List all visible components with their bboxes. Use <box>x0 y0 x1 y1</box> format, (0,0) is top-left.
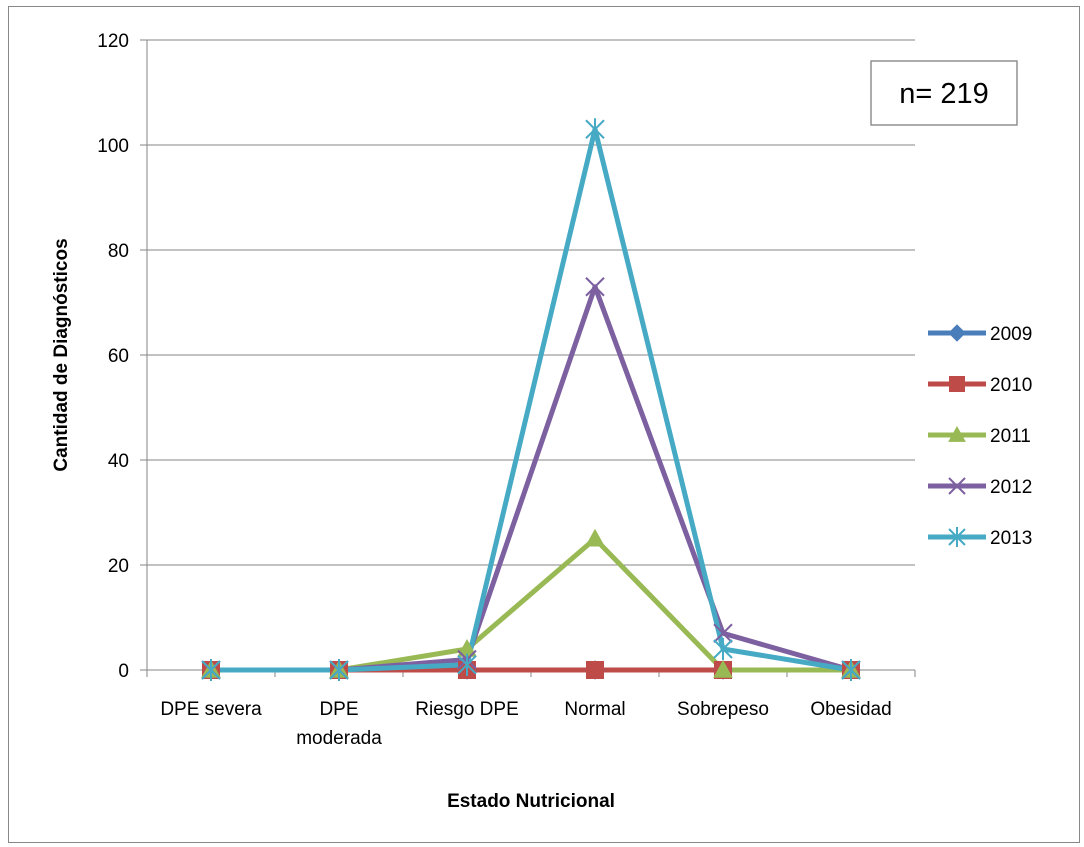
data-point-marker <box>457 653 477 676</box>
x-tick-label: Riesgo DPE <box>415 699 519 720</box>
data-point-marker <box>948 477 966 495</box>
y-tick-labels: 0 20 40 60 80 100 120 <box>97 31 147 682</box>
sample-size-box-border <box>870 60 1018 126</box>
data-point-marker <box>948 425 966 442</box>
legend: 2009 2010 2011 2012 2013 <box>928 324 1032 549</box>
y-tick-label: 100 <box>97 136 129 157</box>
y-tick-label: 20 <box>108 556 129 577</box>
data-point-marker <box>713 623 733 643</box>
legend-item-2010: 2010 <box>928 375 1032 396</box>
y-tick-label: 60 <box>108 346 129 367</box>
data-point-marker <box>329 659 349 681</box>
legend-label: 2010 <box>990 375 1032 396</box>
x-tick-label: DPE severa <box>160 699 262 720</box>
series-line-2013 <box>211 126 852 673</box>
data-point-marker <box>585 277 605 297</box>
data-point-marker <box>585 528 605 547</box>
series-line-2012 <box>211 284 852 673</box>
x-tick-label: Normal <box>564 699 625 720</box>
legend-label: 2011 <box>990 426 1031 447</box>
x-tick-label: DPE <box>319 699 358 720</box>
sample-size-label: n= 219 <box>899 78 989 110</box>
y-axis-title: Cantidad de Diagnósticos <box>51 238 72 471</box>
gridlines <box>147 39 915 671</box>
data-point-marker <box>585 118 605 141</box>
legend-item-2009: 2009 <box>928 324 1032 345</box>
legend-label: 2013 <box>990 528 1032 549</box>
x-tick-labels: DPE severa DPE moderada Riesgo DPE Normal Sob… <box>146 670 916 749</box>
y-tick-label: 0 <box>118 661 129 682</box>
data-point-marker <box>949 376 965 392</box>
sample-size-box: n= 219 <box>870 60 1018 126</box>
data-point-marker <box>586 661 604 679</box>
data-point-marker <box>201 659 221 681</box>
y-tick-label: 120 <box>97 31 129 52</box>
legend-label: 2012 <box>990 477 1032 498</box>
data-point-marker <box>948 527 966 547</box>
y-tick-label: 80 <box>108 241 129 262</box>
data-point-marker <box>841 659 861 681</box>
legend-label: 2009 <box>990 324 1032 345</box>
legend-item-2013: 2013 <box>928 527 1032 549</box>
series-markers <box>201 118 861 681</box>
x-tick-label: Obesidad <box>810 699 891 720</box>
x-tick-label: moderada <box>296 728 382 749</box>
legend-item-2011: 2011 <box>928 425 1031 447</box>
data-point-marker <box>713 638 733 660</box>
series-lines <box>211 126 852 673</box>
legend-item-2012: 2012 <box>928 477 1032 498</box>
x-tick-label: Sobrepeso <box>677 699 769 720</box>
data-point-marker <box>948 324 966 342</box>
y-tick-label: 40 <box>108 451 129 472</box>
x-axis-title: Estado Nutricional <box>447 791 615 812</box>
data-point-marker <box>713 659 733 678</box>
series-line-2011 <box>211 536 851 673</box>
